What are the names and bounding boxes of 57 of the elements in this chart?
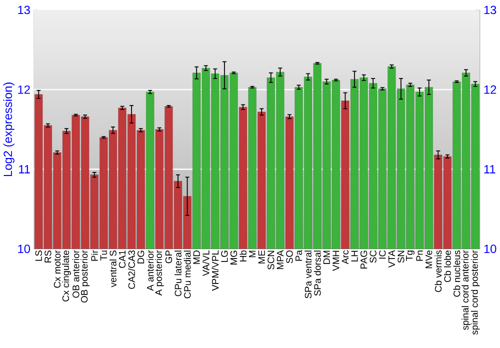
x-tick-label: MG — [230, 250, 238, 264]
x-tick-label: CA2/CA3 — [128, 250, 136, 289]
x-tick-label: SC — [370, 250, 376, 262]
y2-tick-label: 12 — [484, 85, 496, 94]
x-tick-label: Tu — [100, 250, 107, 260]
x-tick-label: MD — [193, 250, 200, 264]
x-tick-label: DG — [138, 250, 144, 264]
x-tick-label: Cb lobe — [444, 250, 451, 282]
x-tick-label: Tg — [406, 250, 414, 261]
x-tick-label: ventral S — [110, 250, 116, 287]
x-tick-label: Cx motor — [54, 250, 61, 288]
x-tick-label: MVe — [426, 250, 432, 268]
x-tick-label: Cb vermis — [434, 250, 442, 292]
x-tick-label: LG — [221, 250, 228, 262]
x-tick-label: PAG — [360, 250, 368, 268]
x-tick-label: Pa — [295, 250, 302, 261]
x-tick-label: CPu medial — [184, 250, 191, 298]
x-tick-label: LH — [351, 250, 358, 262]
x-tick-label: Hb — [240, 250, 246, 262]
x-tick-label: VMH — [332, 250, 340, 271]
x-tick-label: VA/VL — [202, 250, 210, 276]
x-tick-label: CA1 — [118, 250, 126, 268]
x-tick-label: Pir — [90, 250, 98, 261]
y2-tick-label: 10 — [484, 244, 496, 253]
y-axis-title: Log2 (expression) — [3, 82, 14, 176]
x-tick-label: VTA — [388, 250, 395, 268]
y-tick-label: 13 — [18, 6, 30, 14]
x-tick-label: SPa ventral — [304, 250, 312, 298]
y-tick-label: 12 — [18, 85, 30, 94]
x-tick-label: spinal cord anterior — [462, 250, 470, 330]
x-tick-label: OB posterior — [80, 250, 90, 302]
x-tick-label: SN — [398, 250, 404, 262]
x-tick-label: DM — [323, 250, 330, 264]
y2-tick-label: 13 — [484, 6, 496, 14]
x-tick-label: SO — [286, 250, 293, 264]
x-tick-label: LS — [35, 250, 42, 261]
x-tick-label: spinal cord posterior — [470, 250, 480, 334]
y-tick-label: 10 — [18, 244, 30, 253]
x-tick-label: M — [249, 250, 256, 257]
x-tick-label: GP — [165, 250, 172, 263]
x-tick-label: Cb nucleus — [453, 250, 460, 296]
x-tick-label: A anterior — [146, 250, 154, 291]
x-tick-label: Arc — [342, 250, 349, 264]
x-tick-label: MPA — [276, 250, 284, 269]
x-tick-label: VPM/VPL — [212, 250, 219, 291]
x-tick-label: SPa dorsal — [314, 250, 321, 296]
y-tick-label: 11 — [19, 164, 30, 174]
x-tick-label: Pn — [416, 250, 423, 261]
x-tick-label: A posterior — [155, 250, 164, 296]
x-tick-label: ME — [258, 250, 265, 264]
y2-tick-label: 11 — [484, 164, 496, 174]
x-tick-label: CPu lateral — [174, 250, 182, 296]
x-tick-label: IC — [379, 250, 386, 258]
x-tick-label: Cx cingulate — [62, 250, 71, 302]
x-tick-label: RS — [44, 250, 52, 262]
x-tick-label: OB anterior — [72, 250, 80, 298]
x-tick-label: SCN — [268, 250, 274, 270]
